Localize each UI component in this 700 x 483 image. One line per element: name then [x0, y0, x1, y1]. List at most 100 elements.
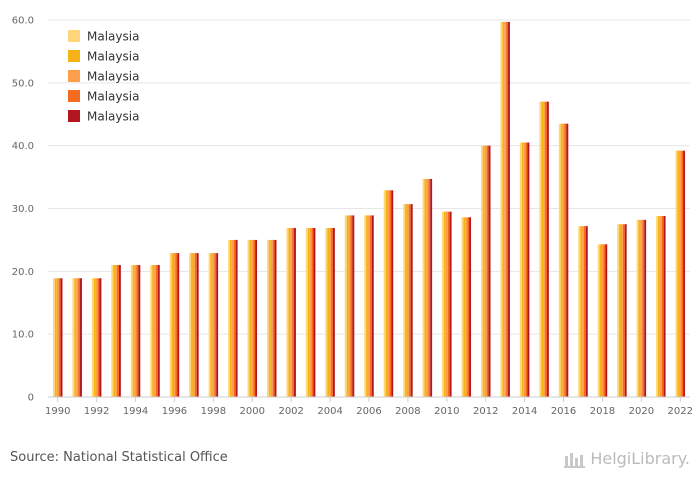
bar — [661, 216, 664, 397]
x-tick-label: 2008 — [395, 406, 420, 417]
bar — [332, 227, 335, 397]
bar — [385, 190, 388, 397]
bar — [467, 217, 470, 397]
bar — [305, 227, 308, 397]
bar — [118, 265, 121, 397]
legend-label: Malaysia — [87, 110, 139, 124]
bar — [445, 211, 448, 397]
bar — [344, 215, 347, 397]
bar — [482, 145, 485, 397]
bar — [638, 219, 641, 397]
bar — [231, 239, 234, 397]
bar — [640, 219, 643, 397]
bar — [480, 145, 483, 397]
y-tick-label: 20.0 — [12, 267, 34, 278]
bar — [679, 150, 682, 397]
bar — [150, 265, 153, 397]
legend-swatch — [68, 110, 80, 122]
legend-swatch — [68, 50, 80, 62]
bar — [290, 227, 293, 397]
bar — [266, 239, 269, 397]
bar — [228, 239, 230, 397]
bar — [442, 211, 444, 397]
bar — [508, 21, 510, 397]
bar — [405, 204, 407, 397]
bar — [502, 21, 505, 397]
bar — [274, 239, 277, 397]
bar — [72, 278, 75, 397]
bar — [251, 239, 254, 397]
bar — [387, 190, 390, 397]
bar — [656, 216, 658, 397]
bar — [177, 253, 180, 397]
bar — [383, 190, 386, 397]
bar — [364, 215, 367, 397]
bars — [52, 21, 686, 398]
bar — [348, 215, 351, 397]
bar — [309, 227, 312, 397]
bar — [601, 244, 604, 397]
bar — [191, 253, 193, 397]
bar — [424, 178, 427, 397]
bar-chart: 010.020.030.040.050.060.0 1990 1992 1994 19… — [12, 16, 693, 418]
x-tick-label: 1998 — [201, 406, 226, 417]
x-tick-label: 2020 — [629, 406, 654, 417]
bar — [235, 239, 238, 397]
bar — [527, 142, 530, 397]
bar — [519, 142, 522, 397]
bar — [111, 265, 114, 397]
bar — [620, 224, 623, 397]
bar — [562, 123, 565, 398]
legend-swatch — [68, 90, 80, 102]
bar — [368, 215, 370, 397]
x-tick-label: 1990 — [45, 406, 70, 417]
bar — [350, 215, 353, 397]
bar — [189, 253, 192, 397]
bar — [292, 227, 295, 397]
bar — [525, 142, 528, 397]
x-axis-ticks: 1990 1992 1994 1996 1998 2000 2002 2004 2006 2008… — [45, 397, 693, 417]
bar — [683, 150, 686, 397]
bar — [369, 215, 372, 397]
bar — [352, 215, 355, 397]
x-tick-label: 2004 — [317, 406, 342, 417]
library-icon — [564, 452, 586, 468]
bar — [523, 142, 526, 397]
x-tick-label: 2014 — [512, 406, 537, 417]
bar — [461, 217, 464, 397]
bar — [644, 219, 647, 397]
x-tick-label: 2000 — [240, 406, 265, 417]
bar — [366, 215, 369, 397]
bar — [80, 278, 82, 397]
bar — [115, 265, 118, 397]
bar — [543, 101, 546, 397]
bar — [56, 278, 59, 397]
bar — [558, 123, 561, 398]
bar — [624, 224, 627, 397]
legend-label: Malaysia — [87, 50, 139, 64]
bar — [255, 239, 258, 397]
bar — [74, 278, 77, 397]
bar — [422, 178, 425, 397]
bar — [175, 253, 178, 397]
bar — [430, 178, 433, 397]
y-tick-label: 10.0 — [12, 330, 34, 341]
bar — [599, 244, 602, 397]
y-tick-label: 30.0 — [12, 204, 34, 215]
x-tick-label: 2006 — [356, 406, 381, 417]
bar — [132, 265, 135, 397]
y-tick-label: 60.0 — [12, 16, 34, 27]
bar — [97, 278, 100, 397]
x-tick-label: 2002 — [278, 406, 303, 417]
bar — [663, 216, 666, 397]
bar — [229, 239, 232, 397]
bar — [545, 101, 547, 397]
bar — [155, 265, 158, 397]
bar — [270, 239, 273, 397]
bar — [171, 253, 174, 397]
bar — [582, 226, 584, 397]
bar — [410, 204, 413, 397]
bar — [463, 217, 466, 397]
bar — [192, 253, 195, 397]
bar — [54, 278, 57, 397]
